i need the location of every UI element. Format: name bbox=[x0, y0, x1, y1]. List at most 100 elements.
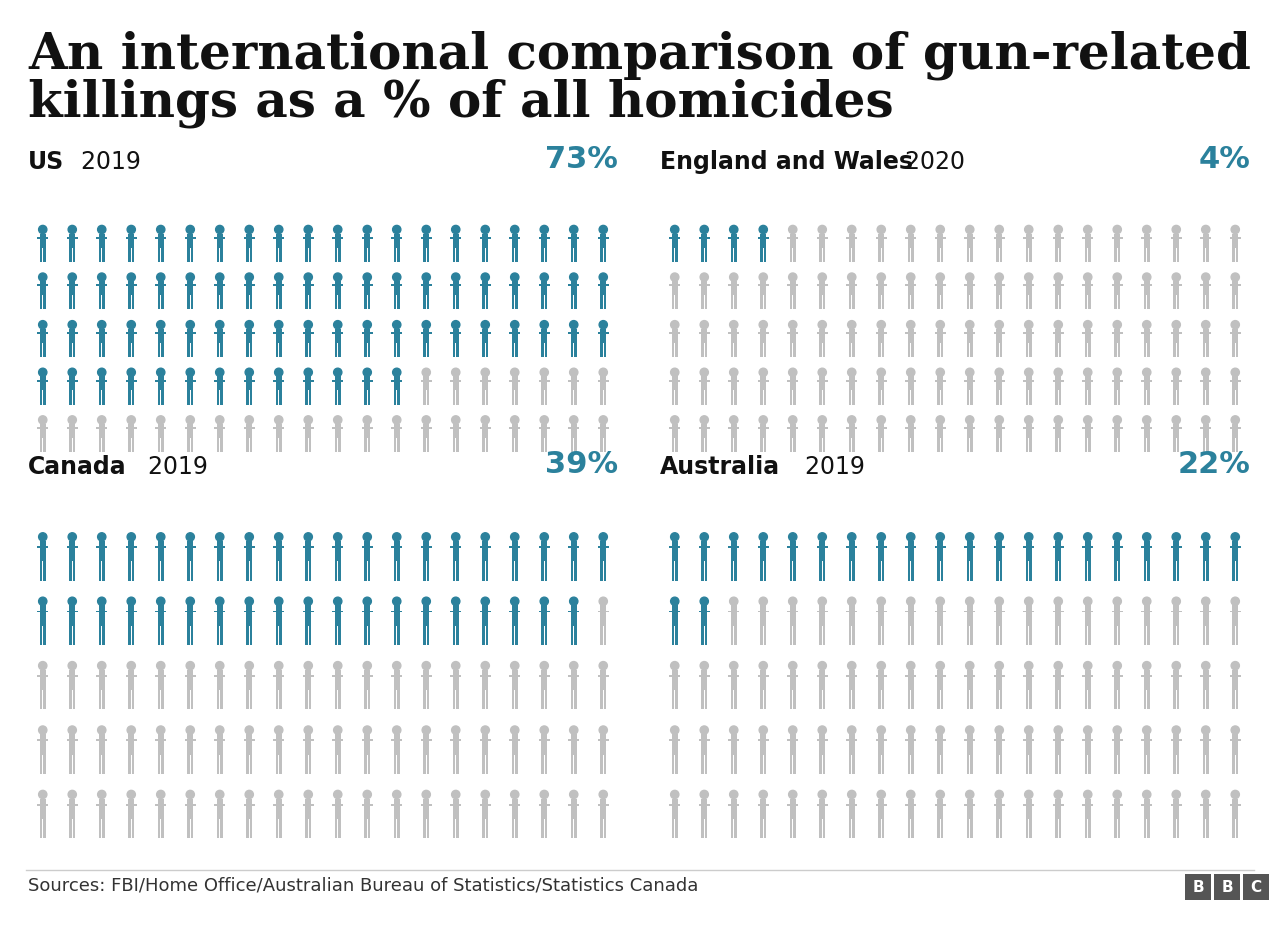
Bar bbox=[1114, 734, 1120, 755]
Bar bbox=[1143, 391, 1146, 405]
Circle shape bbox=[511, 225, 518, 233]
Bar bbox=[934, 237, 946, 239]
Bar bbox=[937, 669, 943, 690]
Bar bbox=[731, 282, 737, 295]
Bar bbox=[96, 610, 108, 612]
Bar bbox=[157, 690, 160, 709]
Circle shape bbox=[156, 661, 165, 669]
Bar bbox=[191, 819, 193, 838]
Bar bbox=[302, 284, 314, 286]
Circle shape bbox=[1084, 532, 1092, 541]
Bar bbox=[964, 427, 975, 429]
Bar bbox=[1143, 282, 1149, 295]
Bar bbox=[669, 284, 681, 286]
Circle shape bbox=[818, 661, 827, 669]
Bar bbox=[512, 755, 515, 774]
Bar bbox=[908, 282, 914, 295]
Bar bbox=[852, 626, 855, 645]
Bar bbox=[73, 343, 76, 357]
Circle shape bbox=[364, 320, 371, 329]
Bar bbox=[1233, 561, 1235, 581]
Circle shape bbox=[671, 416, 678, 424]
Bar bbox=[1143, 233, 1149, 247]
Circle shape bbox=[393, 225, 401, 233]
Bar bbox=[908, 438, 910, 452]
Bar bbox=[40, 690, 42, 709]
Bar bbox=[187, 690, 189, 709]
Bar bbox=[911, 295, 914, 309]
Bar bbox=[571, 282, 577, 295]
Bar bbox=[512, 329, 518, 343]
Bar bbox=[819, 247, 822, 262]
Bar bbox=[1114, 329, 1120, 343]
Bar bbox=[453, 438, 456, 452]
Bar bbox=[541, 561, 544, 581]
Bar bbox=[305, 233, 311, 247]
Bar bbox=[1171, 380, 1181, 382]
Circle shape bbox=[215, 661, 224, 669]
Bar bbox=[819, 282, 826, 295]
Bar bbox=[125, 237, 137, 239]
Bar bbox=[40, 343, 42, 357]
Bar bbox=[509, 739, 521, 742]
Bar bbox=[701, 233, 708, 247]
Circle shape bbox=[511, 320, 518, 329]
Bar bbox=[1111, 739, 1123, 742]
Bar bbox=[132, 438, 134, 452]
Circle shape bbox=[1172, 225, 1180, 233]
Bar bbox=[1029, 391, 1032, 405]
Text: Australia: Australia bbox=[660, 455, 780, 479]
Circle shape bbox=[877, 416, 886, 424]
Bar bbox=[69, 438, 72, 452]
Bar bbox=[672, 734, 678, 755]
Circle shape bbox=[305, 225, 312, 233]
Bar bbox=[73, 561, 76, 581]
Bar bbox=[790, 606, 796, 626]
Bar bbox=[790, 295, 792, 309]
Circle shape bbox=[127, 416, 136, 424]
Bar bbox=[67, 675, 78, 677]
Bar bbox=[1206, 819, 1208, 838]
Bar bbox=[332, 675, 343, 677]
Bar bbox=[516, 391, 518, 405]
Bar bbox=[1114, 561, 1116, 581]
Circle shape bbox=[570, 320, 577, 329]
Circle shape bbox=[965, 597, 974, 606]
Bar bbox=[1059, 438, 1061, 452]
Circle shape bbox=[1114, 597, 1121, 606]
Bar bbox=[787, 675, 799, 677]
Circle shape bbox=[599, 726, 608, 734]
Bar bbox=[731, 247, 733, 262]
Bar bbox=[1147, 690, 1149, 709]
Bar bbox=[941, 561, 943, 581]
Bar bbox=[44, 295, 46, 309]
Text: 2020: 2020 bbox=[890, 150, 965, 174]
Circle shape bbox=[422, 791, 430, 798]
Circle shape bbox=[246, 597, 253, 606]
Bar bbox=[132, 343, 134, 357]
Bar bbox=[421, 739, 431, 742]
Circle shape bbox=[965, 726, 974, 734]
Bar bbox=[512, 669, 518, 690]
Bar bbox=[764, 755, 767, 774]
Circle shape bbox=[422, 369, 430, 377]
Bar bbox=[421, 380, 431, 382]
Circle shape bbox=[1172, 416, 1180, 424]
Bar bbox=[669, 237, 681, 239]
Bar bbox=[731, 734, 737, 755]
Bar bbox=[483, 391, 485, 405]
Bar bbox=[1023, 739, 1034, 742]
Circle shape bbox=[38, 661, 47, 669]
Bar bbox=[273, 610, 284, 612]
Bar bbox=[426, 561, 429, 581]
Bar bbox=[397, 295, 399, 309]
Bar bbox=[392, 427, 402, 429]
Bar bbox=[672, 438, 675, 452]
Circle shape bbox=[788, 597, 797, 606]
Bar bbox=[426, 626, 429, 645]
Bar bbox=[1025, 391, 1028, 405]
Bar bbox=[424, 626, 426, 645]
Bar bbox=[731, 233, 737, 247]
Bar bbox=[1084, 233, 1091, 247]
Circle shape bbox=[1024, 320, 1033, 329]
